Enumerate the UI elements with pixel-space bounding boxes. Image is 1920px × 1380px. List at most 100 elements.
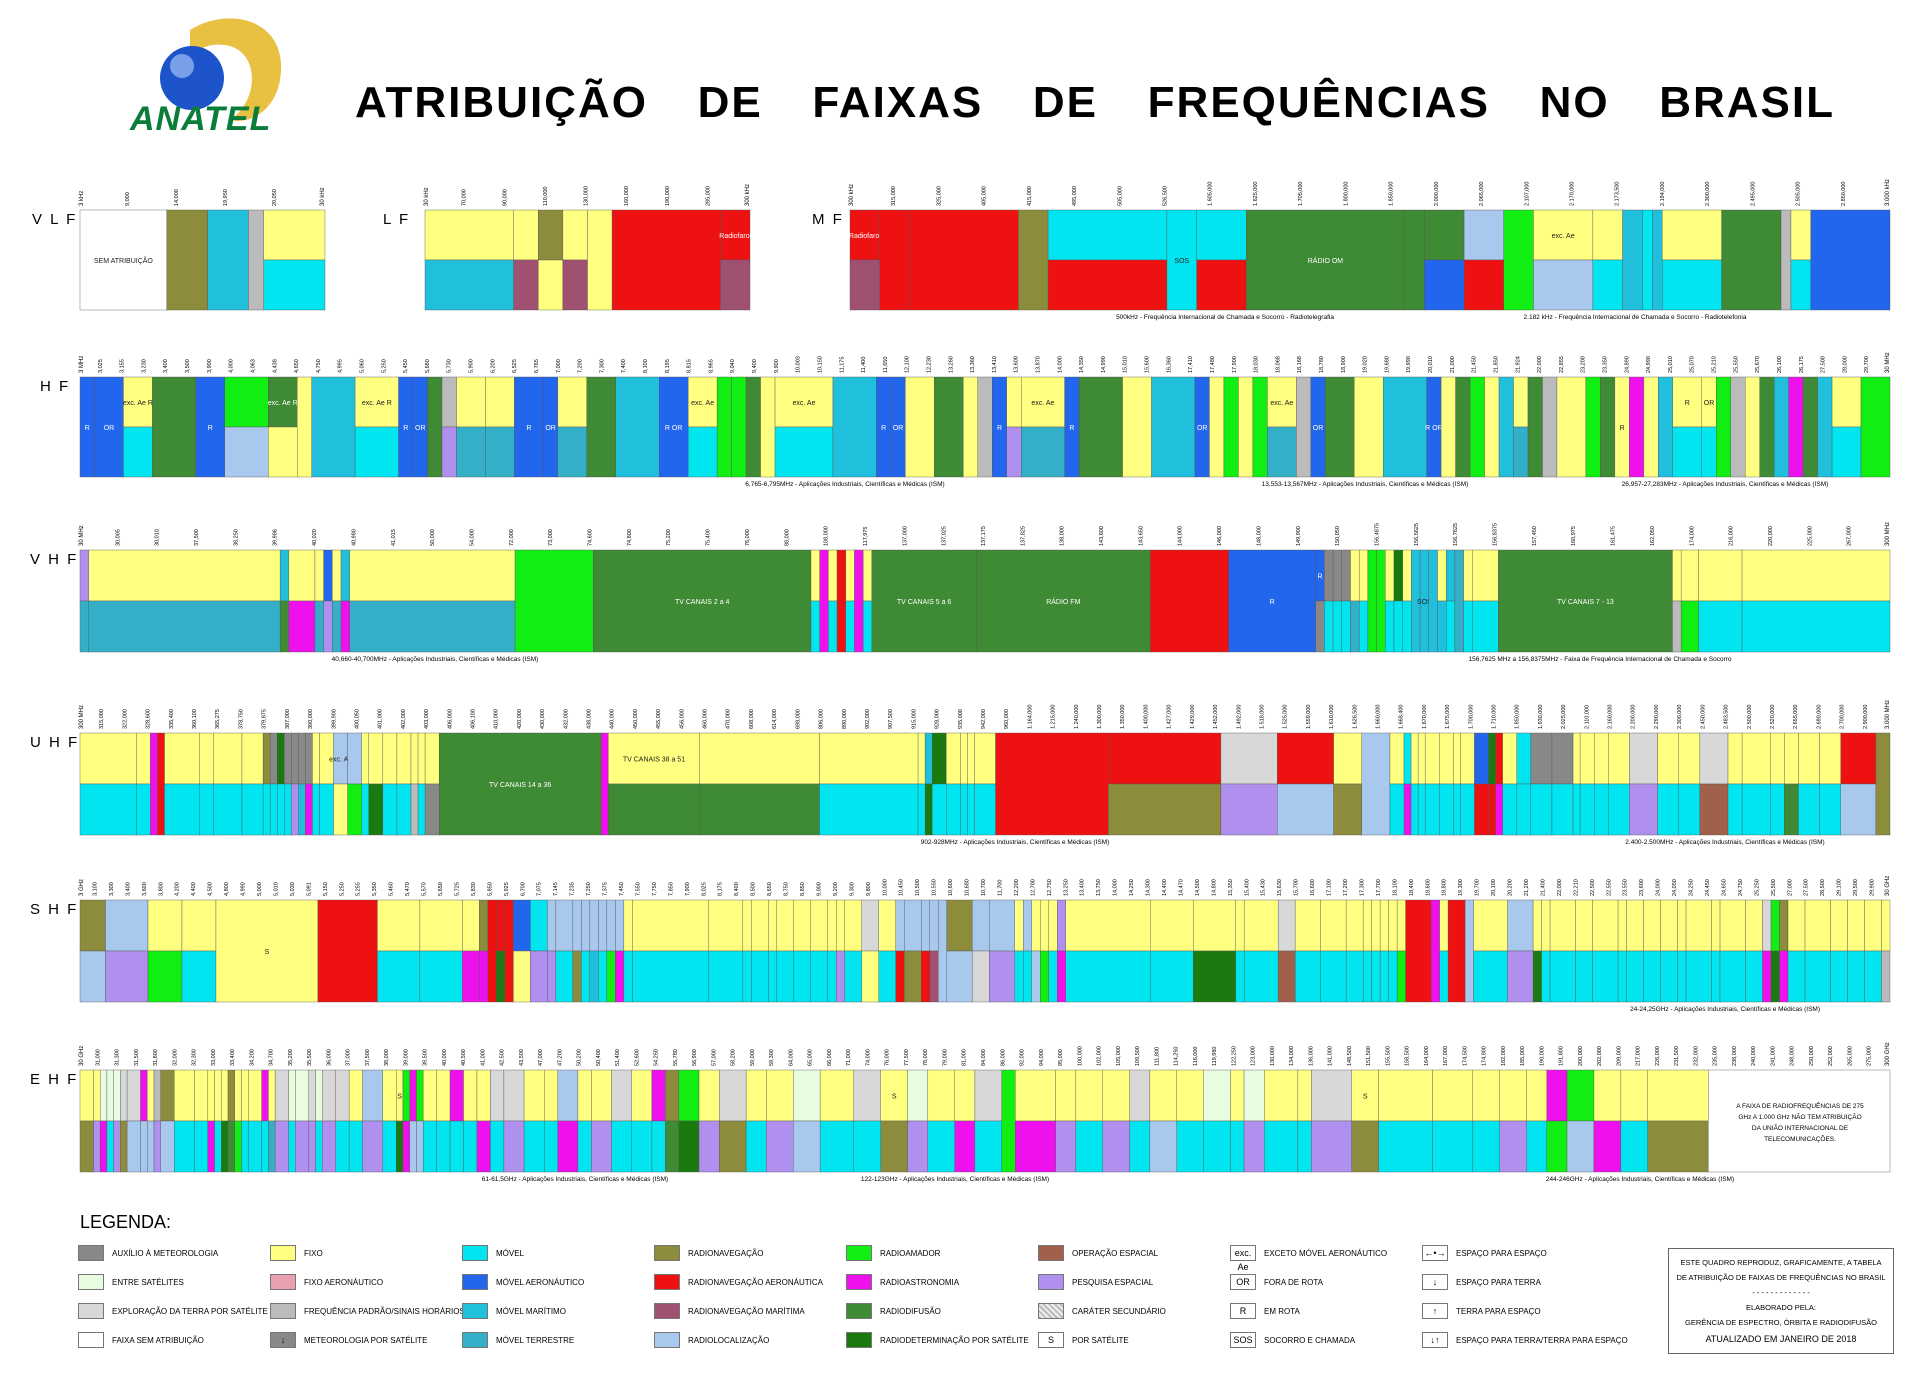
- allocation-block-secondary: [333, 783, 348, 836]
- tick-label: 6,200: [490, 359, 496, 373]
- allocation-block-secondary: [419, 950, 463, 1003]
- tick-label: 7,900: [685, 882, 691, 896]
- allocation-block-secondary: [972, 950, 990, 1003]
- tick-label: 21,450: [1472, 356, 1478, 373]
- tick-label: 14,400: [1162, 879, 1168, 896]
- allocation-block: [332, 549, 342, 602]
- tick-label: 14,990: [1101, 356, 1107, 373]
- tick-label: 406,000: [447, 709, 453, 729]
- tick-label: 54,000: [469, 529, 475, 546]
- allocation-block-secondary: [1393, 600, 1403, 653]
- allocation-block-secondary: [496, 950, 506, 1003]
- tick-label: 430,000: [540, 709, 546, 729]
- allocation-block-secondary: [1385, 600, 1395, 653]
- allocation-block: [456, 376, 486, 428]
- tick-label: 915,000: [911, 709, 917, 729]
- allocation-block-secondary: [1701, 426, 1717, 478]
- legend: AUXÍLIO À METEOROLOGIA ENTRE SATÉLITES EXP…: [78, 1244, 1638, 1364]
- tick-label: 39,000: [403, 1049, 409, 1066]
- footer-updated: ATUALIZADO EM JANEIRO DE 2018: [1705, 1334, 1857, 1344]
- tick-label: 1.300,000: [1097, 705, 1103, 729]
- allocation-block-secondary: [1463, 259, 1504, 311]
- tick-label: 74,800: [627, 529, 633, 546]
- allocation-block-secondary: [1277, 783, 1334, 836]
- allocation-block: [396, 732, 412, 785]
- allocation-block: [931, 732, 947, 785]
- block-label: R: [526, 425, 531, 432]
- tick-label: 1.427,000: [1167, 705, 1173, 729]
- legend-label: RADIONAVEGAÇÃO MARÍTIMA: [688, 1306, 805, 1316]
- legend-item: OR FORA DE ROTA: [1230, 1273, 1323, 1291]
- allocation-block: [1585, 376, 1601, 478]
- tick-label: 248,000: [1790, 1046, 1796, 1066]
- allocation-block: [1643, 376, 1659, 478]
- allocation-block: [382, 732, 398, 785]
- band-start-label: 3 kHz: [79, 191, 85, 206]
- band-end-label: 30 MHz: [1885, 352, 1891, 373]
- tick-label: 456,000: [679, 709, 685, 729]
- tick-label: 10,000: [882, 879, 888, 896]
- tick-label: 335,400: [169, 709, 175, 729]
- allocation-block: [79, 899, 106, 952]
- tick-label: 25,010: [1668, 356, 1674, 373]
- allocation-block: [1658, 376, 1673, 478]
- tick-label: 32,000: [172, 1049, 178, 1066]
- allocation-block: [1699, 732, 1729, 785]
- tick-label: 1.675,000: [1445, 705, 1451, 729]
- tick-label: 14,000: [1113, 879, 1119, 896]
- allocation-block: [79, 732, 137, 785]
- allocation-block-secondary: [1040, 950, 1049, 1003]
- tick-label: 117,975: [863, 527, 869, 546]
- allocation-block: [1238, 376, 1254, 478]
- allocation-block: [1437, 549, 1447, 602]
- allocation-block: [1361, 732, 1391, 836]
- tick-label: 65,000: [808, 1049, 814, 1066]
- allocation-block: [631, 1069, 653, 1122]
- tick-label: 41,015: [391, 529, 397, 546]
- allocation-block-secondary: [1410, 783, 1419, 836]
- allocation-block: [263, 209, 326, 261]
- allocation-block-secondary: [1424, 259, 1465, 311]
- allocation-block: [611, 1069, 632, 1122]
- allocation-block: [424, 209, 514, 261]
- tick-label: 76,000: [885, 1049, 891, 1066]
- tick-label: 1.670,000: [1422, 705, 1428, 729]
- legend-swatch: [654, 1245, 680, 1261]
- allocation-block: [496, 899, 506, 952]
- allocation-block: [194, 1069, 209, 1122]
- legend-swatch: [846, 1245, 872, 1261]
- tick-label: 22,550: [1606, 879, 1612, 896]
- allocation-block-secondary: [1549, 950, 1576, 1003]
- allocation-block-secondary: [279, 600, 290, 653]
- tick-label: 7,450: [619, 882, 625, 896]
- legend-label: OPERAÇÃO ESPACIAL: [1072, 1248, 1159, 1258]
- allocation-block: [262, 732, 271, 785]
- title-word: FAIXAS: [812, 78, 984, 127]
- tick-label: 6,700: [520, 882, 526, 896]
- allocation-block-secondary: [319, 783, 334, 836]
- tick-label: 24,250: [1689, 879, 1695, 896]
- legend-item: ENTRE SATÉLITES: [78, 1273, 184, 1291]
- allocation-block: [581, 899, 591, 952]
- allocation-block-secondary: [1014, 950, 1024, 1003]
- band-label: V L F: [32, 211, 77, 228]
- allocation-block: [347, 732, 362, 785]
- allocation-block-secondary: [880, 1120, 908, 1173]
- tick-label: 40,000: [442, 1049, 448, 1066]
- allocation-block-secondary: [268, 1120, 276, 1173]
- allocation-block-secondary: [1790, 259, 1811, 311]
- tick-label: 9,000: [816, 882, 822, 896]
- tick-label: 250,000: [1809, 1046, 1815, 1066]
- allocation-block: [1708, 1069, 1891, 1173]
- allocation-block-secondary: [1495, 783, 1503, 836]
- allocation-block-secondary: [1320, 950, 1347, 1003]
- allocation-block: [1001, 1069, 1016, 1173]
- allocation-block: [861, 899, 879, 952]
- allocation-block: [1228, 549, 1316, 653]
- allocation-block-secondary: [1566, 1120, 1595, 1173]
- allocation-block: [921, 899, 930, 952]
- block-label: R: [1685, 400, 1690, 407]
- tick-label: 1.164,000: [1027, 705, 1033, 729]
- allocation-block: [917, 732, 926, 785]
- tick-label: 94,000: [1039, 1049, 1045, 1066]
